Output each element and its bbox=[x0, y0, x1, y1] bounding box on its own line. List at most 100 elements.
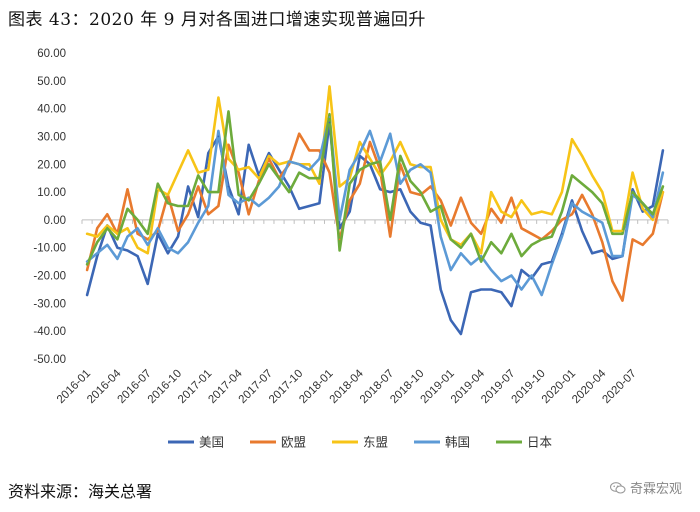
data-point-s2 bbox=[591, 213, 594, 216]
series-line-4 bbox=[85, 115, 665, 297]
data-point-s5 bbox=[187, 205, 189, 207]
data-point-s5 bbox=[288, 191, 291, 193]
data-point-s4 bbox=[207, 205, 210, 207]
data-point-s4 bbox=[308, 168, 311, 171]
data-point-s3 bbox=[247, 166, 250, 168]
data-point-s5 bbox=[227, 110, 230, 113]
data-point-s4 bbox=[106, 244, 109, 246]
data-point-s2 bbox=[288, 163, 291, 166]
data-point-s3 bbox=[520, 199, 523, 202]
data-point-s1 bbox=[197, 216, 200, 219]
data-point-s1 bbox=[288, 185, 291, 188]
data-point-s2 bbox=[439, 199, 442, 202]
watermark: 奇霖宏观 bbox=[609, 478, 682, 497]
data-point-s3 bbox=[136, 246, 139, 249]
data-point-s2 bbox=[328, 171, 331, 174]
data-point-s2 bbox=[379, 168, 381, 171]
data-point-s5 bbox=[217, 191, 220, 193]
data-point-s2 bbox=[429, 185, 432, 188]
data-point-s5 bbox=[500, 252, 503, 255]
data-point-s3 bbox=[399, 141, 402, 143]
data-point-s1 bbox=[419, 221, 422, 224]
data-point-s3 bbox=[268, 155, 270, 157]
data-point-s5 bbox=[409, 180, 412, 182]
data-point-s2 bbox=[237, 171, 240, 174]
y-tick-label: 40.00 bbox=[37, 104, 66, 116]
y-tick-label: -20.00 bbox=[33, 271, 66, 283]
data-point-s2 bbox=[358, 182, 361, 185]
data-point-s3 bbox=[348, 177, 351, 180]
data-point-s1 bbox=[429, 224, 432, 227]
data-point-s3 bbox=[96, 235, 99, 238]
data-point-s5 bbox=[106, 227, 109, 230]
data-point-s5 bbox=[156, 182, 159, 185]
data-point-s3 bbox=[651, 219, 654, 221]
data-point-s1 bbox=[409, 210, 412, 213]
data-point-s4 bbox=[217, 129, 220, 132]
data-point-s3 bbox=[86, 232, 88, 235]
data-point-s3 bbox=[217, 96, 220, 99]
data-point-s3 bbox=[591, 174, 594, 177]
data-point-s4 bbox=[561, 235, 563, 238]
data-point-s1 bbox=[257, 174, 260, 177]
data-point-s1 bbox=[348, 210, 351, 213]
data-point-s2 bbox=[651, 232, 654, 235]
y-tick-label: -40.00 bbox=[33, 326, 66, 338]
data-point-s5 bbox=[86, 263, 88, 266]
data-point-s4 bbox=[409, 168, 412, 171]
data-point-s1 bbox=[116, 246, 119, 249]
data-point-s5 bbox=[419, 191, 422, 193]
data-point-s2 bbox=[550, 230, 553, 232]
data-point-s3 bbox=[429, 166, 432, 168]
data-point-s4 bbox=[146, 244, 149, 246]
data-point-s3 bbox=[106, 224, 109, 227]
data-point-s2 bbox=[318, 149, 321, 152]
data-point-s4 bbox=[429, 171, 432, 174]
data-point-s5 bbox=[429, 210, 432, 213]
data-point-s1 bbox=[146, 282, 149, 285]
data-point-s5 bbox=[247, 199, 250, 202]
data-point-s5 bbox=[389, 219, 392, 221]
data-point-s4 bbox=[298, 163, 301, 166]
data-point-s4 bbox=[621, 255, 624, 257]
data-point-s4 bbox=[611, 255, 614, 257]
data-point-s3 bbox=[257, 177, 260, 180]
y-tick-label: 30.00 bbox=[37, 131, 66, 143]
data-point-s5 bbox=[278, 177, 280, 180]
data-point-s4 bbox=[156, 227, 159, 230]
data-point-s5 bbox=[540, 238, 543, 241]
data-point-s2 bbox=[419, 193, 422, 196]
data-point-s2 bbox=[631, 238, 634, 241]
data-point-s3 bbox=[662, 191, 664, 193]
data-point-s2 bbox=[571, 213, 573, 216]
series-lines bbox=[85, 85, 665, 336]
data-point-s2 bbox=[136, 232, 139, 235]
data-point-s1 bbox=[500, 291, 503, 294]
data-point-s1 bbox=[530, 277, 533, 280]
data-point-s3 bbox=[338, 185, 341, 188]
data-point-s3 bbox=[621, 230, 624, 232]
data-point-s1 bbox=[318, 202, 321, 205]
data-point-s5 bbox=[96, 241, 99, 244]
data-point-s1 bbox=[459, 333, 462, 335]
data-point-s5 bbox=[237, 193, 240, 196]
data-point-s1 bbox=[207, 152, 210, 155]
data-point-s4 bbox=[591, 216, 594, 219]
data-point-s4 bbox=[247, 196, 250, 199]
data-point-s5 bbox=[550, 235, 553, 238]
wechat-icon bbox=[609, 481, 626, 494]
data-point-s5 bbox=[328, 113, 331, 116]
data-point-s2 bbox=[177, 230, 179, 232]
data-point-s2 bbox=[561, 219, 563, 221]
data-point-s2 bbox=[611, 280, 614, 283]
data-point-s5 bbox=[480, 260, 482, 263]
data-point-s4 bbox=[96, 252, 99, 255]
data-point-s3 bbox=[237, 168, 240, 171]
data-point-s4 bbox=[177, 252, 179, 255]
data-point-s3 bbox=[379, 174, 381, 177]
data-point-s1 bbox=[96, 255, 99, 257]
data-point-s4 bbox=[126, 235, 129, 238]
data-point-s4 bbox=[318, 157, 321, 160]
data-point-s3 bbox=[641, 207, 644, 210]
data-point-s5 bbox=[459, 246, 462, 249]
